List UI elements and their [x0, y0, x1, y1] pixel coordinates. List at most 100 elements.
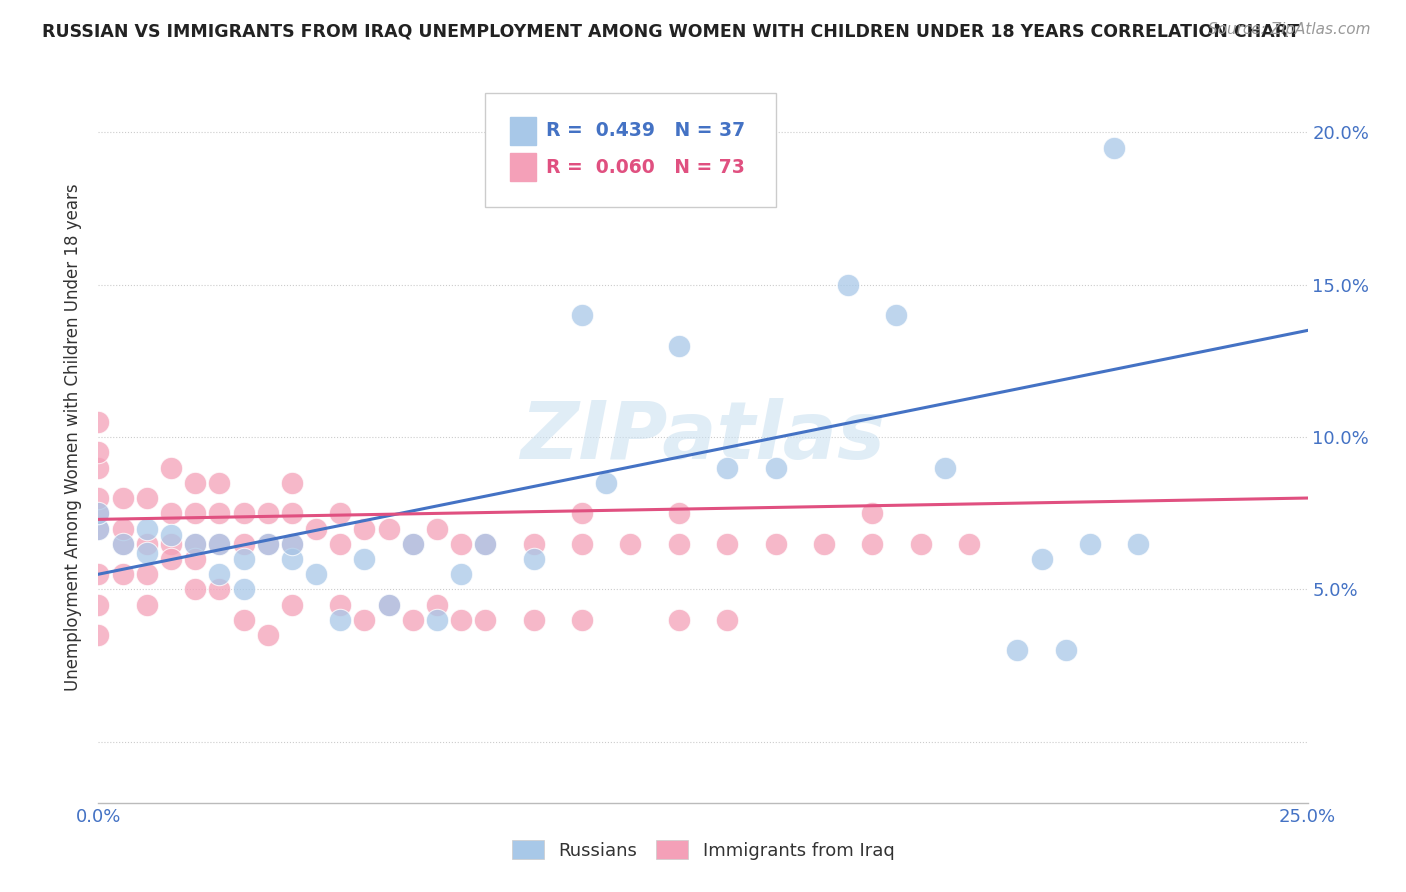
Point — [353, 552, 375, 566]
Point — [87, 628, 110, 642]
Point — [716, 613, 738, 627]
Point — [474, 537, 496, 551]
Point — [87, 491, 110, 505]
Point — [860, 537, 883, 551]
Point — [1102, 140, 1125, 154]
Point — [184, 552, 207, 566]
Text: R =  0.439   N = 37: R = 0.439 N = 37 — [546, 121, 745, 140]
Point — [111, 537, 134, 551]
Text: RUSSIAN VS IMMIGRANTS FROM IRAQ UNEMPLOYMENT AMONG WOMEN WITH CHILDREN UNDER 18 : RUSSIAN VS IMMIGRANTS FROM IRAQ UNEMPLOY… — [42, 22, 1299, 40]
Point — [135, 546, 157, 560]
Point — [87, 521, 110, 535]
Point — [208, 475, 231, 490]
Point — [281, 506, 304, 520]
Point — [910, 537, 932, 551]
Point — [426, 521, 449, 535]
Point — [281, 537, 304, 551]
Point — [87, 445, 110, 459]
Point — [668, 506, 690, 520]
Point — [184, 506, 207, 520]
Point — [329, 613, 352, 627]
Point — [329, 598, 352, 612]
Text: R =  0.060   N = 73: R = 0.060 N = 73 — [546, 158, 745, 177]
Point — [208, 537, 231, 551]
Point — [256, 628, 278, 642]
Point — [353, 521, 375, 535]
Point — [135, 521, 157, 535]
Point — [232, 552, 254, 566]
Point — [184, 537, 207, 551]
Point — [111, 521, 134, 535]
Point — [716, 537, 738, 551]
Point — [765, 537, 787, 551]
Point — [426, 598, 449, 612]
Point — [160, 460, 183, 475]
Point — [886, 308, 908, 322]
Point — [87, 506, 110, 520]
Y-axis label: Unemployment Among Women with Children Under 18 years: Unemployment Among Women with Children U… — [65, 183, 83, 691]
Text: Source: ZipAtlas.com: Source: ZipAtlas.com — [1208, 22, 1371, 37]
Point — [402, 613, 425, 627]
Point — [813, 537, 835, 551]
Point — [595, 475, 617, 490]
Point — [281, 598, 304, 612]
Point — [160, 552, 183, 566]
Point — [87, 598, 110, 612]
Point — [1007, 643, 1029, 657]
Point — [668, 537, 690, 551]
Point — [160, 527, 183, 541]
Point — [957, 537, 980, 551]
Point — [1078, 537, 1101, 551]
Bar — [509, 153, 536, 181]
Point — [523, 552, 546, 566]
Point — [160, 537, 183, 551]
Point — [87, 415, 110, 429]
Point — [523, 613, 546, 627]
Bar — [509, 117, 536, 145]
Point — [860, 506, 883, 520]
Point — [232, 613, 254, 627]
Point — [281, 537, 304, 551]
Point — [377, 598, 399, 612]
Point — [1128, 537, 1150, 551]
Point — [111, 491, 134, 505]
Point — [232, 537, 254, 551]
Point — [184, 582, 207, 597]
Point — [232, 506, 254, 520]
Point — [281, 475, 304, 490]
Point — [87, 521, 110, 535]
Point — [208, 567, 231, 582]
Point — [87, 506, 110, 520]
Point — [232, 582, 254, 597]
Point — [377, 598, 399, 612]
Point — [135, 598, 157, 612]
Point — [450, 613, 472, 627]
FancyBboxPatch shape — [485, 94, 776, 207]
Point — [523, 537, 546, 551]
Point — [160, 506, 183, 520]
Point — [934, 460, 956, 475]
Point — [426, 613, 449, 627]
Point — [1054, 643, 1077, 657]
Point — [571, 506, 593, 520]
Point — [619, 537, 641, 551]
Point — [135, 567, 157, 582]
Point — [256, 537, 278, 551]
Point — [571, 308, 593, 322]
Point — [329, 537, 352, 551]
Point — [256, 537, 278, 551]
Point — [111, 537, 134, 551]
Point — [474, 613, 496, 627]
Legend: Russians, Immigrants from Iraq: Russians, Immigrants from Iraq — [505, 833, 901, 867]
Point — [135, 491, 157, 505]
Point — [571, 613, 593, 627]
Point — [208, 537, 231, 551]
Point — [402, 537, 425, 551]
Point — [450, 537, 472, 551]
Point — [329, 506, 352, 520]
Point — [208, 582, 231, 597]
Point — [668, 338, 690, 352]
Point — [353, 613, 375, 627]
Point — [716, 460, 738, 475]
Point — [305, 521, 328, 535]
